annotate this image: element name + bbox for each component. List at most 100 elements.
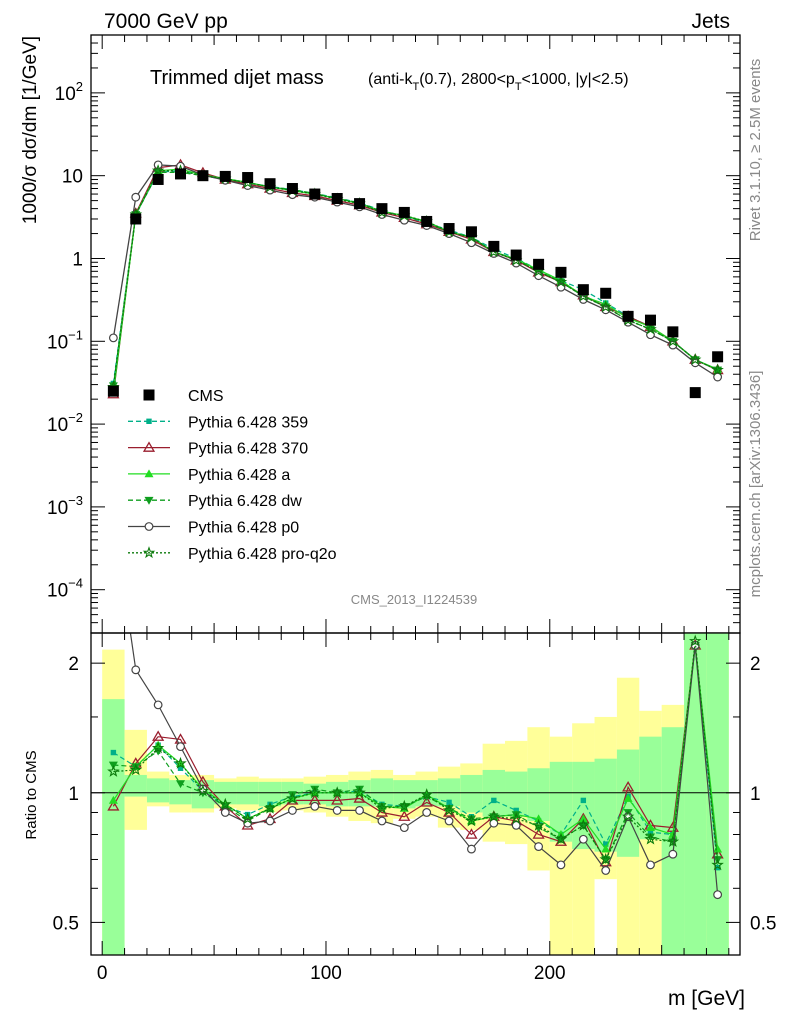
data-point — [421, 215, 433, 227]
series-cms — [107, 168, 724, 399]
series-pythia-6-428-p0 — [108, 160, 723, 382]
series-pythia-6-428-359 — [110, 167, 721, 387]
ratio-point — [353, 792, 366, 803]
data-point — [644, 322, 657, 335]
data-point — [219, 170, 231, 182]
legend-entry-cms: CMS — [143, 388, 224, 405]
ratio-point — [219, 797, 232, 810]
ratio-point — [196, 784, 210, 797]
ratio-point — [647, 829, 654, 835]
analysis-watermark: CMS_2013_I1224539 — [351, 592, 478, 607]
legend-marker — [144, 496, 154, 505]
ratio-point — [331, 786, 344, 799]
ratio-point — [668, 849, 678, 859]
data-point — [488, 240, 500, 252]
ratio-point — [713, 890, 723, 900]
data-point — [376, 203, 388, 215]
ratio-point — [711, 858, 724, 871]
data-point — [666, 334, 680, 347]
ratio-band-inner — [393, 780, 416, 809]
legend-label: CMS — [188, 388, 224, 405]
legend-entry-pythia-6-428-a: Pythia 6.428 a — [128, 467, 290, 484]
ratio-point — [422, 808, 432, 817]
ratio-point — [377, 816, 387, 826]
chart-subtitle: (anti-kT(0.7), 2800<pT<1000, |y|<2.5) — [368, 71, 629, 93]
data-point — [599, 300, 612, 313]
ratio-band-inner — [616, 749, 640, 857]
legend-label: Pythia 6.428 p0 — [188, 520, 299, 537]
ratio-point — [331, 794, 344, 805]
legend-label: Pythia 6.428 359 — [188, 414, 308, 431]
data-point — [554, 275, 568, 288]
x-tick-label: 200 — [534, 963, 566, 984]
data-point — [689, 387, 701, 399]
ratio-point — [580, 797, 587, 804]
series-line-pythia-6-428-a — [112, 168, 718, 393]
y-tick-label: 10 — [62, 167, 83, 188]
y-tick-label: 10−3 — [47, 493, 83, 519]
data-point — [264, 178, 276, 190]
ratio-point — [466, 815, 476, 824]
ratio-point — [444, 816, 454, 826]
legend-marker — [142, 546, 156, 559]
series-line-pythia-6-428-dw — [112, 171, 718, 386]
ratio-point — [353, 786, 366, 799]
ratio-point — [465, 828, 478, 839]
ratio-y-tick-label: 2 — [68, 654, 79, 675]
ratio-point — [131, 665, 141, 675]
ratio-point — [332, 805, 342, 815]
ratio-band-inner — [684, 633, 707, 955]
data-point — [644, 314, 656, 326]
ratio-band-inner — [102, 699, 125, 955]
series-line-pythia-6-428-370 — [112, 164, 718, 395]
legend-label: Pythia 6.428 370 — [188, 441, 308, 458]
ratio-point — [645, 833, 655, 842]
ratio-point — [131, 763, 141, 772]
data-point — [712, 351, 724, 363]
data-point — [622, 310, 634, 322]
ratio-y-tick-label: 1 — [68, 784, 79, 805]
ratio-band-inner — [258, 781, 282, 807]
ratio-point — [375, 801, 389, 814]
process-label: Jets — [691, 10, 730, 33]
data-point — [107, 385, 119, 397]
y-tick-label: 102 — [55, 79, 83, 105]
ratio-band-inner — [505, 771, 528, 817]
data-point — [309, 188, 321, 200]
ratio-point — [110, 749, 117, 756]
mcplots-info: mcplots.cern.ch [arXiv:1306.3436] — [747, 371, 764, 598]
ratio-band-inner — [146, 778, 170, 803]
ratio-point — [398, 799, 411, 812]
ratio-point — [444, 804, 454, 813]
ratio-point — [713, 844, 723, 853]
legend-entry-pythia-6-428-p0: Pythia 6.428 p0 — [128, 520, 299, 537]
ratio-point — [623, 793, 633, 802]
data-point — [600, 287, 612, 299]
ratio-point — [174, 756, 187, 769]
ratio-point — [263, 801, 277, 814]
data-point — [286, 183, 298, 195]
data-point — [688, 353, 702, 366]
data-point — [242, 172, 254, 184]
ratio-point — [129, 763, 143, 776]
ratio-point — [176, 742, 185, 752]
ratio-point — [287, 805, 297, 815]
series-pythia-6-428-dw — [108, 168, 723, 391]
x-axis-label: m [GeV] — [668, 987, 745, 1010]
ratio-point — [287, 791, 297, 800]
data-point — [175, 168, 187, 180]
ratio-point — [645, 823, 655, 831]
data-point — [398, 206, 410, 218]
data-point — [443, 223, 455, 235]
main-frame — [90, 34, 741, 634]
legend-entry-pythia-6-428-359: Pythia 6.428 359 — [128, 414, 308, 431]
legend-label: Pythia 6.428 pro-q2o — [188, 546, 337, 563]
ratio-point — [532, 818, 545, 831]
ratio-point — [110, 512, 118, 520]
ratio-point — [108, 795, 118, 804]
legend-label: Pythia 6.428 dw — [188, 493, 302, 510]
ratio-band-inner — [527, 768, 550, 821]
ratio-point — [176, 780, 186, 789]
ratio-band-inner — [482, 769, 506, 817]
